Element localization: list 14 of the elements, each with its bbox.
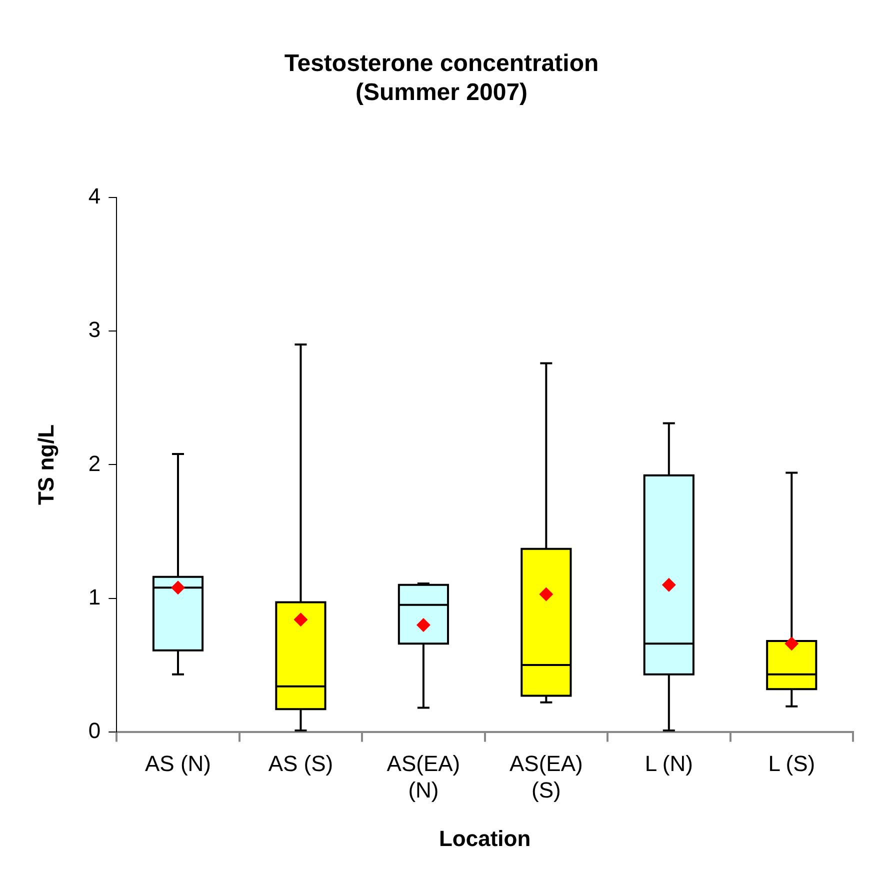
- x-tick-label: AS (N): [145, 751, 211, 776]
- y-axis-title: TS ng/L: [33, 424, 58, 506]
- y-tick-label: 4: [88, 184, 101, 209]
- x-tick-label: AS (S): [268, 751, 334, 776]
- x-axis-title: Location: [438, 826, 531, 851]
- y-tick-label: 2: [88, 450, 101, 476]
- x-tick-label: L (S): [768, 751, 816, 776]
- x-tick-label: AS(EA) (N): [386, 751, 460, 802]
- y-tick-label: 0: [88, 718, 101, 743]
- y-tick-label: 3: [88, 317, 101, 342]
- x-tick-label: AS(EA) (S): [510, 751, 583, 802]
- y-tick-label: 1: [88, 584, 101, 610]
- x-tick-label: L (N): [644, 751, 693, 776]
- chart-title: Testosterone concentration (Summer 2007): [284, 50, 599, 106]
